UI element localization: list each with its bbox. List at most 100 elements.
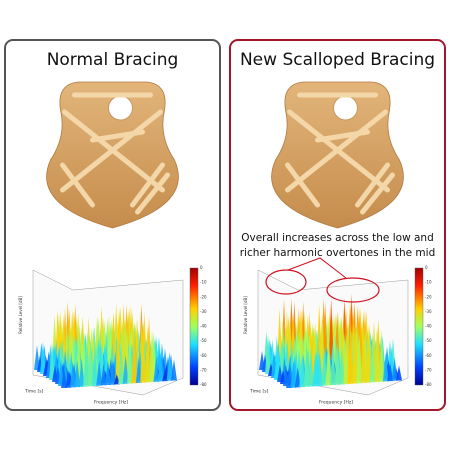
- waterfall-plot: [257, 269, 409, 396]
- spike: [65, 370, 72, 388]
- spike: [321, 346, 328, 386]
- colorbar-tick-label: -40: [425, 324, 432, 329]
- colorbar-tick-label: 0: [200, 265, 203, 270]
- freq-axis-label: Frequency [Hz]: [94, 400, 128, 406]
- panel-title: New Scalloped Bracing: [240, 50, 435, 70]
- spike: [149, 330, 155, 382]
- colorbar-tick-label: -40: [200, 324, 207, 329]
- spike: [352, 324, 358, 384]
- guitar-top: [46, 81, 179, 229]
- spike: [74, 360, 81, 388]
- spike: [378, 329, 385, 382]
- spike: [96, 360, 103, 386]
- brace: [315, 129, 370, 143]
- highlight: [326, 277, 380, 303]
- spike: [369, 338, 376, 383]
- spike: [162, 369, 169, 382]
- spike: [144, 324, 151, 383]
- spike: [387, 363, 394, 382]
- spike: [343, 332, 350, 385]
- spike: [347, 321, 354, 384]
- brace: [360, 172, 395, 215]
- spike: [105, 360, 111, 385]
- spike: [286, 367, 292, 388]
- z-axis-label: Relative Level [dB]: [18, 296, 23, 334]
- spike: [338, 344, 345, 385]
- spike: [61, 368, 67, 388]
- spike: [316, 351, 323, 386]
- time-axis-label: Time [s]: [249, 389, 269, 395]
- spike: [49, 342, 55, 380]
- spike: [382, 352, 389, 382]
- spike: [299, 351, 306, 388]
- spike: [396, 365, 402, 381]
- colorbar-tick-label: -60: [425, 353, 432, 358]
- brace: [90, 129, 145, 143]
- spike: [140, 321, 147, 383]
- panel-frame: [229, 39, 446, 411]
- time-axis-label: Time [s]: [24, 389, 44, 395]
- colorbar-tick-label: -50: [200, 338, 207, 343]
- spike: [294, 367, 301, 388]
- guitar-top: [271, 81, 404, 229]
- spike: [100, 363, 107, 386]
- spike: [312, 351, 319, 387]
- highlight: [265, 269, 307, 295]
- spike: [122, 355, 129, 384]
- spike: [334, 343, 341, 385]
- spike: [69, 361, 76, 388]
- z-axis-label: Relative Level [dB]: [243, 296, 248, 334]
- panel-title: Normal Bracing: [47, 50, 179, 70]
- panel-frame: [4, 39, 221, 411]
- spike: [330, 345, 336, 385]
- spike: [113, 374, 120, 385]
- spike: [83, 346, 89, 387]
- spike: [166, 351, 173, 381]
- spike: [40, 341, 46, 374]
- brace: [355, 162, 390, 208]
- annotation: richer harmonic overtones in the mid: [240, 247, 436, 259]
- annotation: Overall increases across the low and: [241, 232, 434, 244]
- colorbar-tick-label: -10: [425, 280, 432, 285]
- spike: [157, 352, 164, 382]
- spike: [78, 358, 85, 387]
- colorbar-tick-label: -20: [425, 294, 432, 299]
- spike: [135, 356, 142, 383]
- brace: [130, 162, 165, 208]
- colorbar-tick-label: 0: [425, 265, 428, 270]
- brace: [60, 162, 95, 208]
- colorbar: [189, 267, 199, 386]
- colorbar-tick-label: -80: [200, 382, 207, 387]
- brace: [135, 172, 170, 215]
- spike: [127, 339, 133, 384]
- colorbar-tick-label: -10: [200, 280, 207, 285]
- brace: [285, 162, 320, 208]
- spike: [391, 357, 398, 381]
- spike: [118, 343, 125, 385]
- spike: [153, 355, 160, 382]
- colorbar: [414, 267, 424, 386]
- spike: [87, 344, 94, 387]
- spike: [325, 336, 332, 386]
- spike: [91, 349, 98, 386]
- waterfall-plot: [32, 269, 184, 396]
- colorbar-tick-label: -50: [425, 338, 432, 343]
- spike: [308, 347, 314, 387]
- colorbar-tick-label: -60: [200, 353, 207, 358]
- brace: [60, 109, 163, 193]
- spike: [356, 334, 363, 384]
- colorbar-tick-label: -70: [200, 367, 207, 372]
- spike: [171, 359, 177, 381]
- spike: [109, 360, 116, 385]
- colorbar-tick-label: -30: [425, 309, 432, 314]
- spike: [274, 346, 280, 380]
- spike: [303, 347, 310, 387]
- colorbar-tick-label: -70: [425, 367, 432, 372]
- spike: [131, 320, 138, 384]
- spike: [360, 324, 367, 383]
- freq-axis-label: Frequency [Hz]: [319, 400, 353, 406]
- pointer: [287, 257, 347, 279]
- colorbar-tick-label: -20: [200, 294, 207, 299]
